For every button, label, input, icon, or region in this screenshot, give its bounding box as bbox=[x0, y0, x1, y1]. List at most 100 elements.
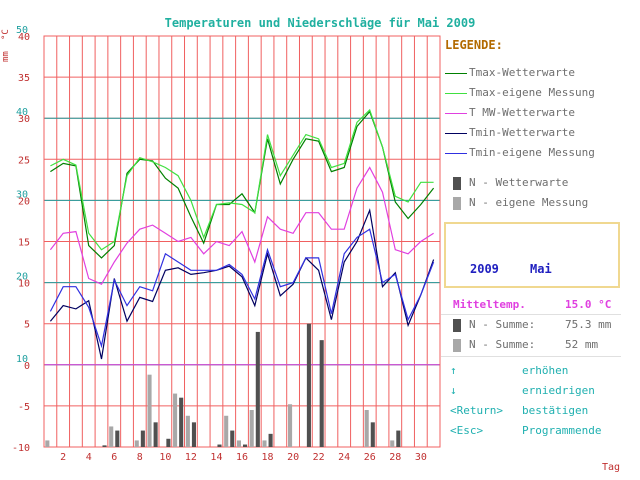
temp-tick-label: 10 bbox=[18, 279, 30, 290]
legend-item: Tmax-eigene Messung bbox=[441, 86, 621, 102]
temp-series-line bbox=[49, 228, 435, 349]
sum-swatch-station bbox=[453, 319, 461, 332]
temp-series-line bbox=[50, 108, 434, 251]
precip-bar bbox=[134, 440, 139, 447]
x-tick-label: 30 bbox=[415, 452, 427, 463]
precip-bar bbox=[140, 430, 145, 447]
precip-tick-label: 50 bbox=[16, 25, 28, 36]
period-box: 2009 Mai bbox=[444, 222, 620, 288]
precip-bar bbox=[224, 415, 229, 447]
legend-item-label: Tmin-Wetterwarte bbox=[469, 126, 575, 139]
sum-station-value: 75.3 mm bbox=[565, 318, 612, 331]
x-tick-label: 16 bbox=[236, 452, 248, 463]
x-tick-label: 28 bbox=[389, 452, 401, 463]
temp-tick-label: 0 bbox=[24, 361, 30, 372]
x-tick-label: 2 bbox=[60, 452, 66, 463]
temp-tick-label: 40 bbox=[18, 32, 30, 43]
temp-series-line bbox=[49, 166, 434, 285]
legend-line-swatch bbox=[445, 153, 467, 154]
legend-item: N - eigene Messung bbox=[441, 196, 621, 212]
legend-line-swatch bbox=[445, 73, 467, 74]
help-key-return: <Return> bbox=[450, 404, 503, 417]
temp-tick-label: 5 bbox=[24, 320, 30, 331]
legend-panel: LEGENDE: Tmax-Wetterwarte Tmax-eigene Mes… bbox=[441, 36, 621, 462]
precip-sum-station-row: N - Summe: 75.3 mm bbox=[441, 318, 621, 336]
legend-item-label: N - Wetterwarte bbox=[469, 176, 569, 189]
precip-bar bbox=[179, 397, 184, 447]
x-tick-label: 8 bbox=[137, 452, 143, 463]
precip-bar bbox=[249, 410, 254, 447]
sum-station-label: N - Summe: bbox=[469, 318, 536, 331]
precip-bar bbox=[288, 404, 293, 447]
stats-divider-1 bbox=[441, 314, 621, 315]
precip-unit-label: mm bbox=[1, 51, 11, 62]
stats-divider-2 bbox=[441, 356, 621, 357]
legend-item-label: Tmax-eigene Messung bbox=[469, 86, 595, 99]
precip-bar bbox=[306, 323, 311, 447]
sum-own-value: 52 mm bbox=[565, 338, 599, 351]
mean-temp-row: Mitteltemp. 15.0 °C bbox=[441, 298, 621, 316]
up-arrow-icon: ↑ bbox=[450, 364, 457, 377]
precip-bar bbox=[109, 426, 114, 447]
help-action-confirm: bestätigen bbox=[522, 404, 589, 417]
precip-tick-label: 20 bbox=[16, 272, 28, 283]
precip-bar bbox=[364, 410, 369, 447]
precip-tick-label: 10 bbox=[16, 354, 28, 365]
temp-unit-label: °C bbox=[1, 29, 11, 40]
legend-bar-swatch bbox=[453, 177, 461, 190]
x-tick-label: 26 bbox=[364, 452, 376, 463]
x-tick-label: 24 bbox=[338, 452, 350, 463]
legend-heading: LEGENDE: bbox=[445, 38, 503, 52]
precip-bar bbox=[262, 440, 267, 447]
legend-bar-swatch bbox=[453, 197, 461, 210]
precip-bar bbox=[370, 422, 375, 447]
horizontal-gridlines bbox=[43, 35, 441, 448]
precip-bar bbox=[217, 444, 222, 447]
help-action-quit: Programmende bbox=[522, 424, 602, 437]
legend-item-label: Tmin-eigene Messung bbox=[469, 146, 595, 159]
help-key-esc: <Esc> bbox=[450, 424, 484, 437]
mean-temp-label: Mitteltemp. bbox=[453, 298, 526, 311]
legend-line-swatch bbox=[445, 93, 467, 94]
precip-bar bbox=[45, 440, 50, 447]
precip-bar bbox=[185, 415, 190, 447]
x-tick-label: 20 bbox=[287, 452, 299, 463]
x-tick-label: 6 bbox=[111, 452, 117, 463]
precip-bar bbox=[268, 433, 273, 447]
plot-frame bbox=[43, 35, 441, 448]
x-tick-label: 14 bbox=[210, 452, 222, 463]
period-month: Mai bbox=[530, 262, 552, 276]
temp-series-line bbox=[49, 208, 435, 360]
precip-bar bbox=[166, 438, 171, 447]
period-year: 2009 bbox=[470, 262, 499, 276]
precip-bar bbox=[115, 430, 120, 447]
chart-title: Temperaturen und Niederschläge für Mai 2… bbox=[165, 16, 476, 30]
precip-bar bbox=[191, 422, 196, 447]
sum-own-label: N - Summe: bbox=[469, 338, 536, 351]
temp-tick-label: -5 bbox=[18, 402, 30, 413]
legend-item-label: N - eigene Messung bbox=[469, 196, 589, 209]
precip-bar bbox=[255, 331, 260, 447]
legend-item-label: Tmax-Wetterwarte bbox=[469, 66, 575, 79]
temp-tick-label: 35 bbox=[18, 73, 30, 84]
x-axis-label: Tag bbox=[602, 462, 620, 473]
sum-swatch-own bbox=[453, 339, 461, 352]
temperature-lines bbox=[49, 108, 435, 360]
legend-line-swatch bbox=[445, 113, 467, 114]
help-action-increase: erhöhen bbox=[522, 364, 569, 377]
precip-bar bbox=[236, 440, 241, 447]
precip-sum-own-row: N - Summe: 52 mm bbox=[441, 338, 621, 356]
precip-bar bbox=[230, 430, 235, 447]
legend-item: N - Wetterwarte bbox=[441, 176, 621, 192]
precip-tick-label: 30 bbox=[16, 189, 28, 200]
precip-bar bbox=[243, 444, 248, 447]
x-tick-label: 10 bbox=[159, 452, 171, 463]
legend-item-label: T MW-Wetterwarte bbox=[469, 106, 575, 119]
x-tick-label: 18 bbox=[262, 452, 274, 463]
mean-temp-value: 15.0 °C bbox=[565, 298, 612, 311]
legend-item: Tmin-eigene Messung bbox=[441, 146, 621, 162]
help-action-decrease: erniedrigen bbox=[522, 384, 595, 397]
legend-item: T MW-Wetterwarte bbox=[441, 106, 621, 122]
